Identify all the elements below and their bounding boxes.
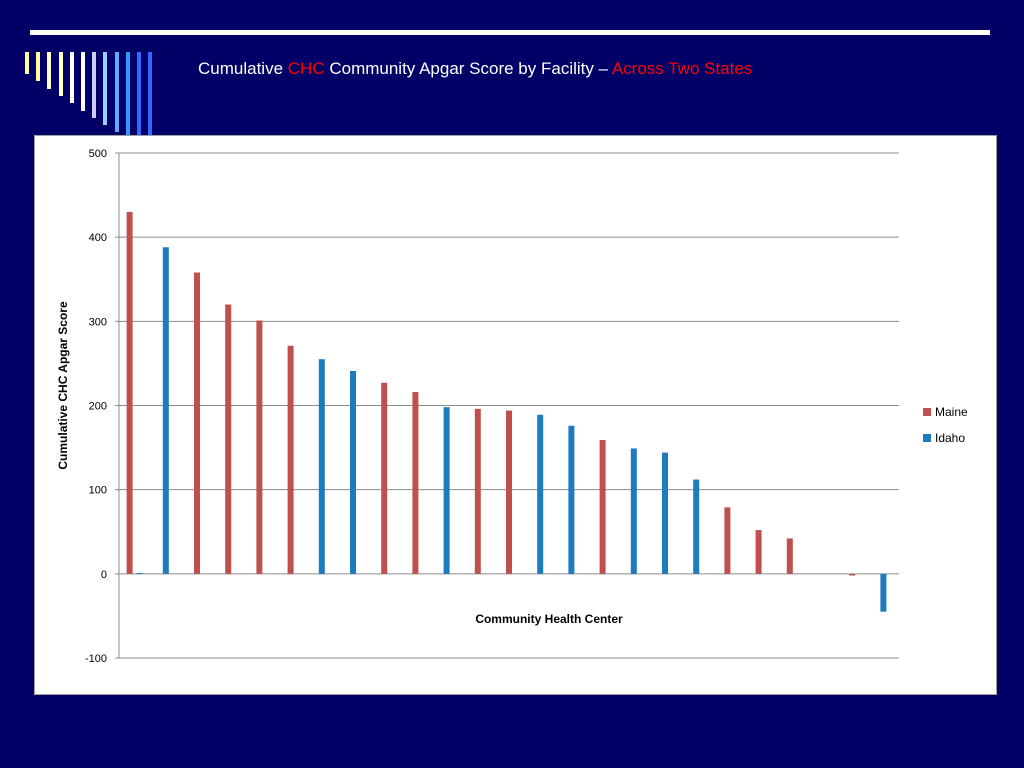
y-axis-title: Cumulative CHC Apgar Score xyxy=(56,301,70,470)
decor-bar xyxy=(58,52,63,96)
bar-idaho-8 xyxy=(350,370,356,574)
title-part-4: Across Two States xyxy=(611,59,753,78)
decor-bar xyxy=(103,52,108,126)
y-tick-label: 400 xyxy=(89,232,107,244)
decor-bar xyxy=(69,52,74,104)
bar-idaho-19 xyxy=(693,479,700,574)
bar-idaho-15 xyxy=(568,425,575,574)
legend-swatch-idaho xyxy=(923,434,931,442)
y-tick-label: 100 xyxy=(89,485,107,497)
decor-bar xyxy=(148,52,153,155)
grid-lines xyxy=(115,152,899,659)
decor-bar xyxy=(25,52,29,74)
decor-bar xyxy=(114,52,119,133)
legend-swatch-maine xyxy=(923,408,931,416)
legend-label-idaho: Idaho xyxy=(935,431,965,445)
bar-maine-3 xyxy=(194,272,200,574)
slide-title: Cumulative CHC Community Apgar Score by … xyxy=(198,59,752,79)
y-tick-label: -100 xyxy=(85,653,107,665)
bars xyxy=(126,211,887,612)
bar-maine-6 xyxy=(287,345,294,574)
bar-maine-20 xyxy=(724,507,731,574)
bar-idaho-11 xyxy=(443,407,450,574)
title-part-2: CHC xyxy=(287,59,325,78)
legend-label-maine: Maine xyxy=(935,405,968,419)
bar-maine-21 xyxy=(755,530,762,574)
y-tick-label: 0 xyxy=(101,569,107,581)
y-tick-label: 300 xyxy=(89,316,107,328)
bar-maine-16 xyxy=(599,440,606,574)
legend: Maine Idaho xyxy=(923,405,968,445)
bar-maine-9 xyxy=(381,382,388,574)
decor-bar xyxy=(137,52,141,147)
bar-maine-12 xyxy=(474,408,481,574)
bar-idaho-7 xyxy=(318,359,325,574)
decor-bar xyxy=(81,52,85,111)
bar-maine-4 xyxy=(225,304,232,574)
bar-maine-5 xyxy=(256,320,263,574)
bar-maine-24 xyxy=(849,573,856,576)
bar-idaho-17 xyxy=(630,448,637,574)
bar-idaho-1 xyxy=(136,572,143,574)
top-rule xyxy=(30,30,990,35)
y-tick-label: 200 xyxy=(89,401,107,413)
bar-idaho-14 xyxy=(537,414,544,574)
decor-bar xyxy=(36,52,41,82)
title-part-3: Community Apgar Score by Facility – xyxy=(324,59,612,78)
decor-bar xyxy=(47,52,52,89)
bar-maine-13 xyxy=(506,410,512,574)
y-tick-labels: -100 0 100 200 300 400 500 xyxy=(85,148,107,665)
bar-idaho-25 xyxy=(880,573,887,612)
bar-idaho-18 xyxy=(662,452,668,574)
x-axis-title: Community Health Center xyxy=(475,612,623,626)
chart-panel: -100 0 100 200 300 400 500 Community Health Ce… xyxy=(34,135,997,695)
bar-maine-1 xyxy=(126,211,133,574)
decor-bar xyxy=(92,52,97,118)
bar-maine-10 xyxy=(412,392,419,574)
bar-idaho-2 xyxy=(162,247,169,574)
title-part-1: Cumulative xyxy=(198,59,288,78)
bar-maine-22 xyxy=(786,538,793,574)
y-tick-label: 500 xyxy=(89,148,107,160)
bar-chart: -100 0 100 200 300 400 500 Community Health Ce… xyxy=(56,148,968,665)
decor-bar xyxy=(125,52,130,140)
